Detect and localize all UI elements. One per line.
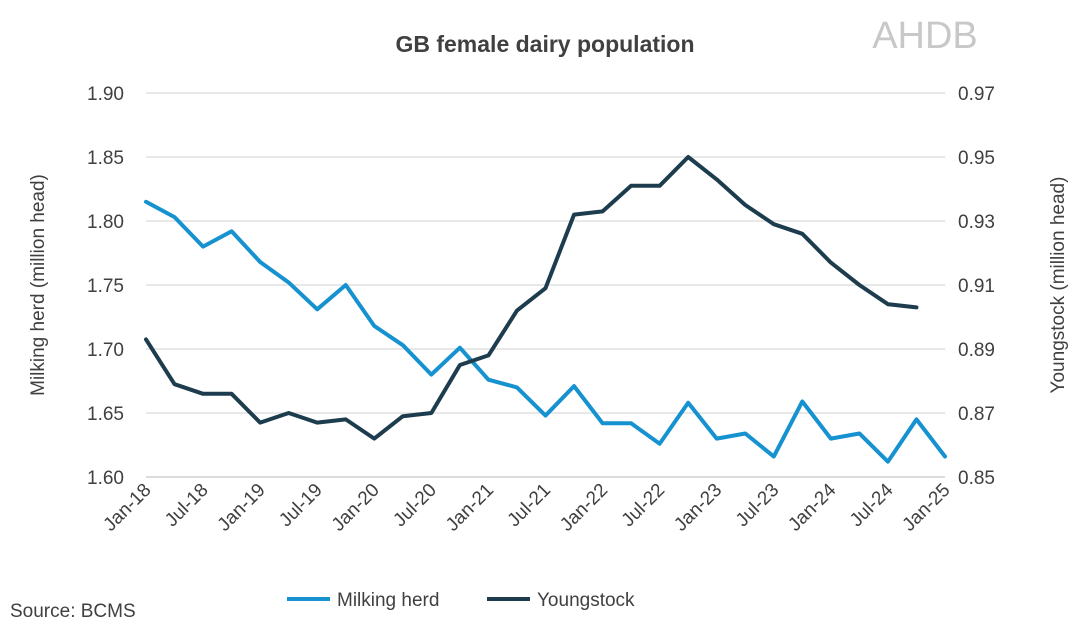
x-tick-label: Jul-23: [732, 480, 783, 531]
y-axis-right-label: Youngstock (million head): [1048, 177, 1069, 394]
legend-label-milking-herd: Milking herd: [337, 590, 439, 611]
y-right-tick-label: 0.85: [958, 468, 995, 489]
y-right-tick-label: 0.89: [958, 340, 995, 361]
x-tick-label: Jul-22: [618, 480, 669, 531]
legend: Milking herd Youngstock: [287, 590, 635, 611]
x-tick-label: Jul-18: [161, 480, 212, 531]
y-right-tick-label: 0.93: [958, 212, 995, 233]
series-line-youngstock: [144, 155, 919, 441]
x-tick-label: Jul-21: [504, 480, 555, 531]
y-left-tick-label: 1.60: [87, 468, 124, 489]
x-tick-label: Jan-20: [328, 480, 384, 536]
x-tick-label: Jul-20: [389, 480, 440, 531]
y-right-tick-label: 0.95: [958, 148, 995, 169]
y-left-tick-label: 1.90: [87, 84, 124, 105]
x-tick-label: Jan-21: [442, 480, 498, 536]
chart-title: GB female dairy population: [395, 31, 694, 57]
x-tick-label: Jan-22: [556, 480, 612, 536]
y-left-tick-label: 1.75: [87, 276, 124, 297]
x-tick-label: Jan-23: [670, 480, 726, 536]
y-axis-left-label: Milking herd (million head): [28, 174, 49, 396]
source-note: Source: BCMS: [10, 601, 136, 622]
x-tick-label: Jul-24: [846, 479, 898, 531]
x-tick-label: Jul-19: [275, 480, 326, 531]
legend-label-youngstock: Youngstock: [537, 590, 635, 611]
y-right-tick-label: 0.87: [958, 404, 995, 425]
y-left-tick-label: 1.65: [87, 404, 124, 425]
ahdb-logo: AHDB: [872, 15, 978, 57]
x-tick-label: Jan-24: [784, 479, 840, 535]
x-tick-label: Jan-25: [899, 480, 955, 536]
y-left-tick-label: 1.80: [87, 212, 124, 233]
x-tick-label: Jan-19: [214, 480, 270, 536]
y-right-tick-label: 0.91: [958, 276, 995, 297]
y-right-tick-label: 0.97: [958, 84, 995, 105]
y-left-tick-label: 1.85: [87, 148, 124, 169]
y-left-tick-label: 1.70: [87, 340, 124, 361]
